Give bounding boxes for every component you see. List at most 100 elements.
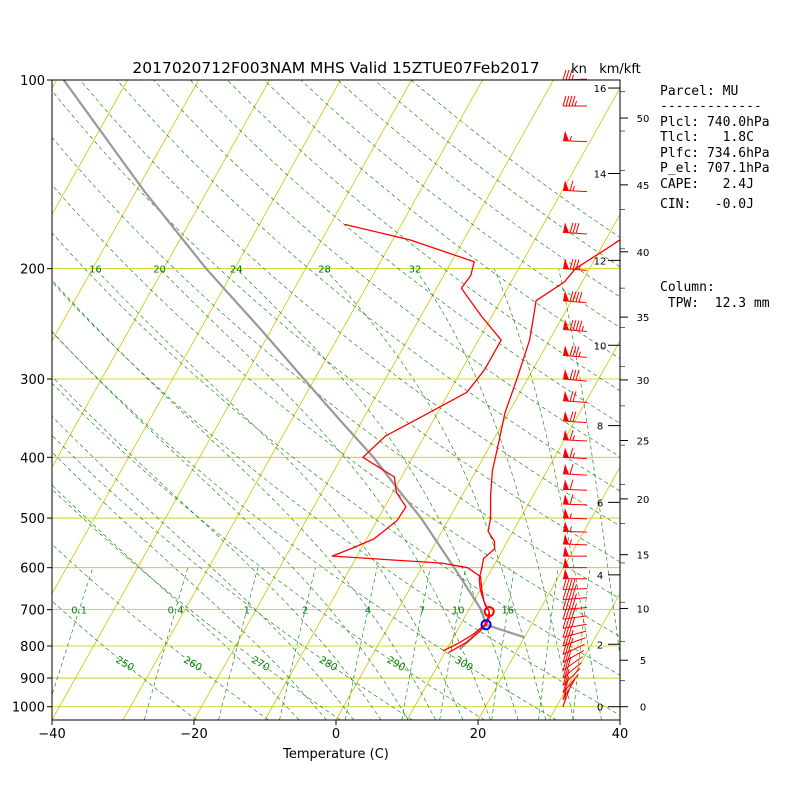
wind-barb-full bbox=[572, 259, 577, 270]
wind-barb-full bbox=[569, 479, 574, 490]
wind-barb-half bbox=[574, 593, 577, 599]
wind-barb-half bbox=[581, 325, 584, 332]
wind-barb-full bbox=[572, 346, 577, 357]
wind-barb-half bbox=[571, 74, 574, 80]
mixing-ratio-10 bbox=[439, 567, 467, 720]
moist-adiabat-24 bbox=[236, 268, 519, 720]
parcel-plfc: Plfc: 734.6hPa bbox=[660, 146, 770, 161]
mixing-ratio-7 bbox=[401, 567, 431, 720]
wind-barb-full bbox=[569, 319, 574, 331]
wind-barb-full bbox=[571, 579, 576, 590]
wind-barb-shaft bbox=[562, 637, 586, 647]
wind-barb-flag bbox=[563, 369, 569, 380]
wind-barb-600 bbox=[563, 557, 587, 569]
wind-barb-flag bbox=[563, 290, 569, 302]
isotherms bbox=[52, 80, 620, 720]
parcel-markers bbox=[480, 606, 495, 631]
wind-barb-flag bbox=[563, 534, 569, 545]
wind-barb-full bbox=[569, 429, 574, 441]
wind-barb-flag bbox=[563, 508, 569, 519]
parcel-info-panel: Parcel: MU ------------- Plcl: 740.0hPa … bbox=[660, 84, 770, 311]
wind-barb-shaft bbox=[562, 530, 588, 533]
parcel-dry-segment bbox=[485, 623, 525, 639]
wind-barb-575 bbox=[563, 546, 587, 557]
wind-barb-350 bbox=[562, 410, 587, 424]
wind-barb-full bbox=[562, 660, 567, 671]
wind-barb-full bbox=[565, 579, 570, 590]
wind-barb-full bbox=[572, 222, 577, 234]
wind-barb-half bbox=[578, 351, 581, 357]
wind-barb-flag bbox=[563, 222, 569, 233]
wind-barb-full bbox=[575, 346, 580, 357]
wind-barb-half bbox=[564, 692, 567, 698]
km-label-2: 2 bbox=[597, 640, 603, 651]
wind-barb-full bbox=[564, 658, 569, 669]
km-label-14: 14 bbox=[594, 170, 607, 181]
wind-barb-full bbox=[562, 682, 567, 693]
mixing-ratio-label-10: 10 bbox=[452, 606, 465, 617]
x-axis-label: Temperature (C) bbox=[282, 747, 389, 762]
kft-label-35: 35 bbox=[637, 313, 650, 324]
wind-barb-full bbox=[569, 369, 574, 380]
wind-barb-full bbox=[568, 579, 573, 590]
wind-barb-full bbox=[562, 675, 567, 686]
dry-adiabat-290 bbox=[52, 382, 485, 720]
wind-barb-full bbox=[571, 598, 576, 609]
moist-adiabat-label-28: 28 bbox=[318, 265, 331, 276]
column-title: Column: bbox=[660, 280, 715, 295]
wind-barb-full bbox=[562, 618, 567, 629]
sounding-profiles bbox=[62, 80, 620, 654]
wind-barb-flag bbox=[563, 345, 569, 356]
wind-barb-700 bbox=[562, 598, 587, 611]
wind-barb-full bbox=[572, 391, 577, 402]
parcel-cape: CAPE: 2.4J bbox=[660, 177, 754, 192]
wind-barb-full bbox=[565, 617, 570, 629]
wind-barb-full bbox=[569, 494, 574, 505]
moist-adiabat-label-20: 20 bbox=[153, 265, 166, 276]
wind-barb-flag bbox=[563, 390, 569, 402]
moist-adiabat-4 bbox=[52, 375, 382, 720]
p-tick-label-400: 400 bbox=[20, 451, 45, 466]
wind-barb-flag bbox=[563, 479, 569, 490]
wind-barb-full bbox=[568, 608, 573, 619]
wind-barb-full bbox=[562, 627, 567, 638]
wind-barb-full bbox=[575, 320, 580, 331]
wind-barb-550 bbox=[562, 534, 588, 546]
km-label-16: 16 bbox=[594, 84, 607, 95]
wind-barb-full bbox=[578, 320, 583, 331]
km-label-10: 10 bbox=[594, 341, 607, 352]
km-label-12: 12 bbox=[594, 256, 607, 267]
wind-barb-half bbox=[569, 526, 572, 532]
isotherm--70 bbox=[52, 80, 199, 342]
isotherm--50 bbox=[52, 80, 341, 595]
wind-barb-650 bbox=[562, 579, 588, 590]
wind-barb-shaft bbox=[562, 650, 585, 663]
wind-barb-full bbox=[562, 696, 567, 707]
wind-barb-shaft bbox=[562, 439, 587, 442]
wind-barb-full bbox=[565, 634, 570, 646]
wind-barb-675 bbox=[562, 588, 587, 601]
wind-barb-full bbox=[575, 291, 580, 302]
wind-barb-full bbox=[562, 644, 567, 655]
mixing-ratio-lines bbox=[52, 567, 591, 720]
wind-barb-shaft bbox=[562, 328, 587, 332]
moist-adiabat-16 bbox=[95, 268, 464, 720]
parcel-cin: CIN: -0.0J bbox=[660, 197, 754, 212]
p-tick-label-700: 700 bbox=[20, 604, 45, 619]
wind-barb-450 bbox=[562, 479, 588, 491]
wind-barb-850 bbox=[562, 649, 585, 663]
wind-barb-full bbox=[565, 626, 570, 637]
wind-barb-150 bbox=[562, 180, 587, 193]
wind-barb-full bbox=[565, 608, 570, 619]
parcel-title: Parcel: MU bbox=[660, 84, 738, 99]
temperature-profile-line bbox=[448, 239, 620, 654]
wind-barb-half bbox=[566, 676, 570, 682]
wind-barb-shaft bbox=[562, 189, 587, 193]
wind-barb-full bbox=[571, 616, 576, 627]
isotherm-10 bbox=[406, 340, 620, 720]
x-tick-label-3: 20 bbox=[470, 727, 487, 742]
moist-adiabat--8 bbox=[52, 484, 300, 720]
parcel-plcl: Plcl: 740.0hPa bbox=[660, 115, 770, 130]
wind-barb-full bbox=[568, 95, 573, 107]
kft-label-0: 0 bbox=[640, 703, 646, 714]
